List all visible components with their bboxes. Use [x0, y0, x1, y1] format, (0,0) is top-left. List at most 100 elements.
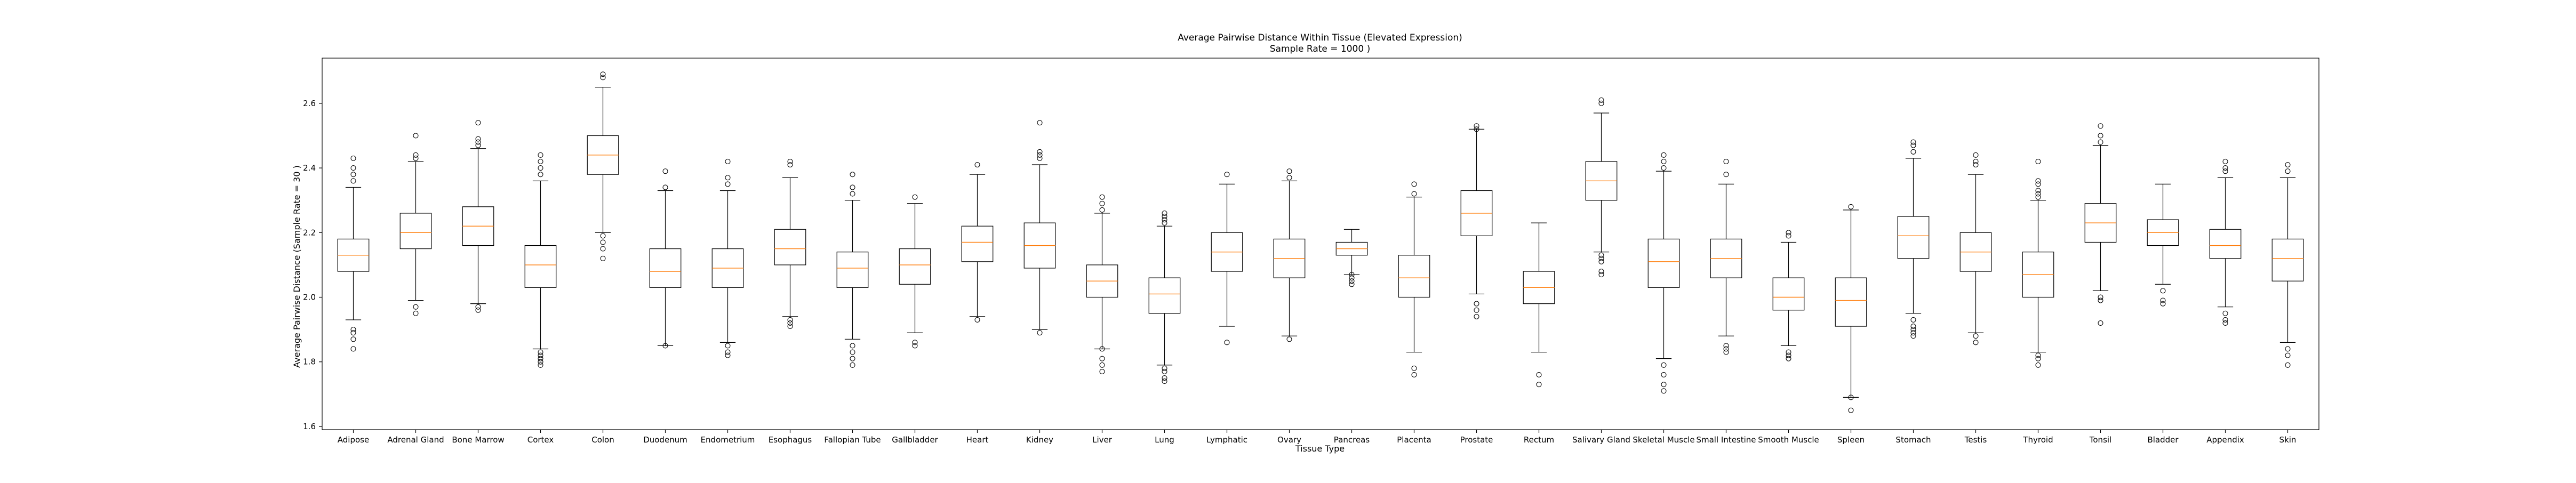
outlier-point: [2098, 133, 2103, 139]
outlier-point: [538, 352, 543, 358]
iqr-box: [1148, 277, 1181, 314]
outlier-point: [600, 75, 606, 80]
outlier-point: [1786, 356, 1791, 361]
outlier-point: [1786, 349, 1791, 355]
outlier-point: [1099, 346, 1105, 352]
box-colon: [587, 71, 619, 261]
outlier-point: [1910, 317, 1916, 323]
outlier-point: [1349, 275, 1355, 281]
outlier-point: [1099, 362, 1105, 368]
outlier-point: [662, 168, 668, 174]
outlier-point: [413, 152, 419, 158]
outlier-point: [1598, 100, 1604, 106]
outlier-point: [1786, 352, 1791, 358]
outlier-point: [1099, 368, 1105, 374]
x-tick-label: Small Intestine: [1696, 435, 1756, 445]
outlier-point: [2285, 346, 2291, 352]
outlier-point: [1661, 152, 1667, 158]
outlier-point: [850, 343, 855, 349]
outlier-point: [2222, 165, 2228, 171]
outlier-point: [2035, 362, 2041, 368]
outlier-point: [1286, 168, 1292, 174]
outlier-point: [1037, 149, 1043, 155]
outlier-point: [2222, 320, 2228, 326]
outlier-point: [1973, 158, 1979, 164]
outlier-point: [413, 155, 419, 161]
outlier-point: [2098, 123, 2103, 129]
outlier-point: [1286, 175, 1292, 181]
outlier-point: [1723, 349, 1729, 355]
iqr-box: [1772, 277, 1805, 311]
outlier-point: [2098, 139, 2103, 145]
box-testis: [1959, 152, 1992, 345]
outlier-point: [2285, 352, 2291, 358]
outlier-point: [2222, 317, 2228, 323]
outlier-point: [1162, 216, 1167, 223]
outlier-point: [2035, 188, 2041, 194]
outlier-point: [1786, 230, 1791, 236]
outlier-point: [1474, 313, 1479, 319]
outlier-point: [1037, 155, 1043, 161]
outlier-point: [662, 343, 668, 349]
box-cortex: [524, 152, 557, 368]
x-tick-label: Stomach: [1895, 435, 1931, 445]
iqr-box: [899, 248, 931, 285]
box-spleen: [1835, 204, 1867, 413]
outlier-point: [413, 304, 419, 310]
x-tick-label: Esophagus: [769, 435, 812, 445]
outlier-point: [1723, 172, 1729, 178]
outlier-point: [2285, 168, 2291, 174]
outlier-point: [787, 320, 793, 326]
outlier-point: [1099, 356, 1105, 361]
box-heart: [961, 162, 994, 323]
outlier-point: [1037, 152, 1043, 158]
outlier-point: [1661, 382, 1667, 388]
x-tick-label: Adipose: [338, 435, 369, 445]
outlier-point: [1349, 278, 1355, 284]
y-tick-label: 1.6: [303, 422, 316, 431]
outlier-point: [1037, 330, 1043, 336]
outlier-point: [600, 239, 606, 245]
iqr-box: [961, 226, 994, 262]
outlier-point: [413, 133, 419, 139]
outlier-point: [787, 317, 793, 323]
iqr-box: [524, 245, 557, 288]
outlier-point: [2285, 362, 2291, 368]
outlier-point: [2035, 356, 2041, 361]
y-axis-label: Average Pairwise Distance (Sample Rate =…: [292, 165, 302, 368]
outlier-point: [1474, 307, 1479, 313]
outlier-point: [1099, 200, 1105, 206]
outlier-point: [475, 304, 481, 310]
x-tick-label: Cortex: [527, 435, 554, 445]
x-tick-label: Ovary: [1277, 435, 1301, 445]
outlier-point: [1598, 268, 1604, 275]
outlier-point: [538, 172, 543, 178]
outlier-point: [725, 158, 731, 164]
outlier-point: [1598, 252, 1604, 258]
box-bladder: [2147, 183, 2179, 307]
x-tick-label: Lymphatic: [1206, 435, 1247, 445]
box-endometrium: [711, 158, 744, 358]
outlier-point: [350, 172, 356, 178]
outlier-point: [1162, 368, 1167, 374]
outlier-point: [2098, 320, 2103, 326]
iqr-box: [1398, 255, 1430, 298]
outlier-point: [1910, 333, 1916, 339]
box-placenta: [1398, 181, 1430, 378]
outlier-point: [850, 356, 855, 361]
outlier-point: [1910, 327, 1916, 333]
outlier-point: [350, 165, 356, 171]
x-tick-label: Heart: [966, 435, 989, 445]
outlier-point: [600, 255, 606, 261]
outlier-point: [538, 356, 543, 361]
outlier-point: [725, 343, 731, 349]
box-duodenum: [649, 168, 682, 349]
box-small-intestine: [1710, 158, 1742, 355]
outlier-point: [2098, 297, 2103, 303]
outlier-point: [725, 175, 731, 181]
outlier-point: [538, 349, 543, 355]
x-tick-label: Smooth Muscle: [1758, 435, 1819, 445]
outlier-point: [2035, 191, 2041, 197]
outlier-point: [1910, 324, 1916, 329]
outlier-point: [1474, 301, 1479, 307]
